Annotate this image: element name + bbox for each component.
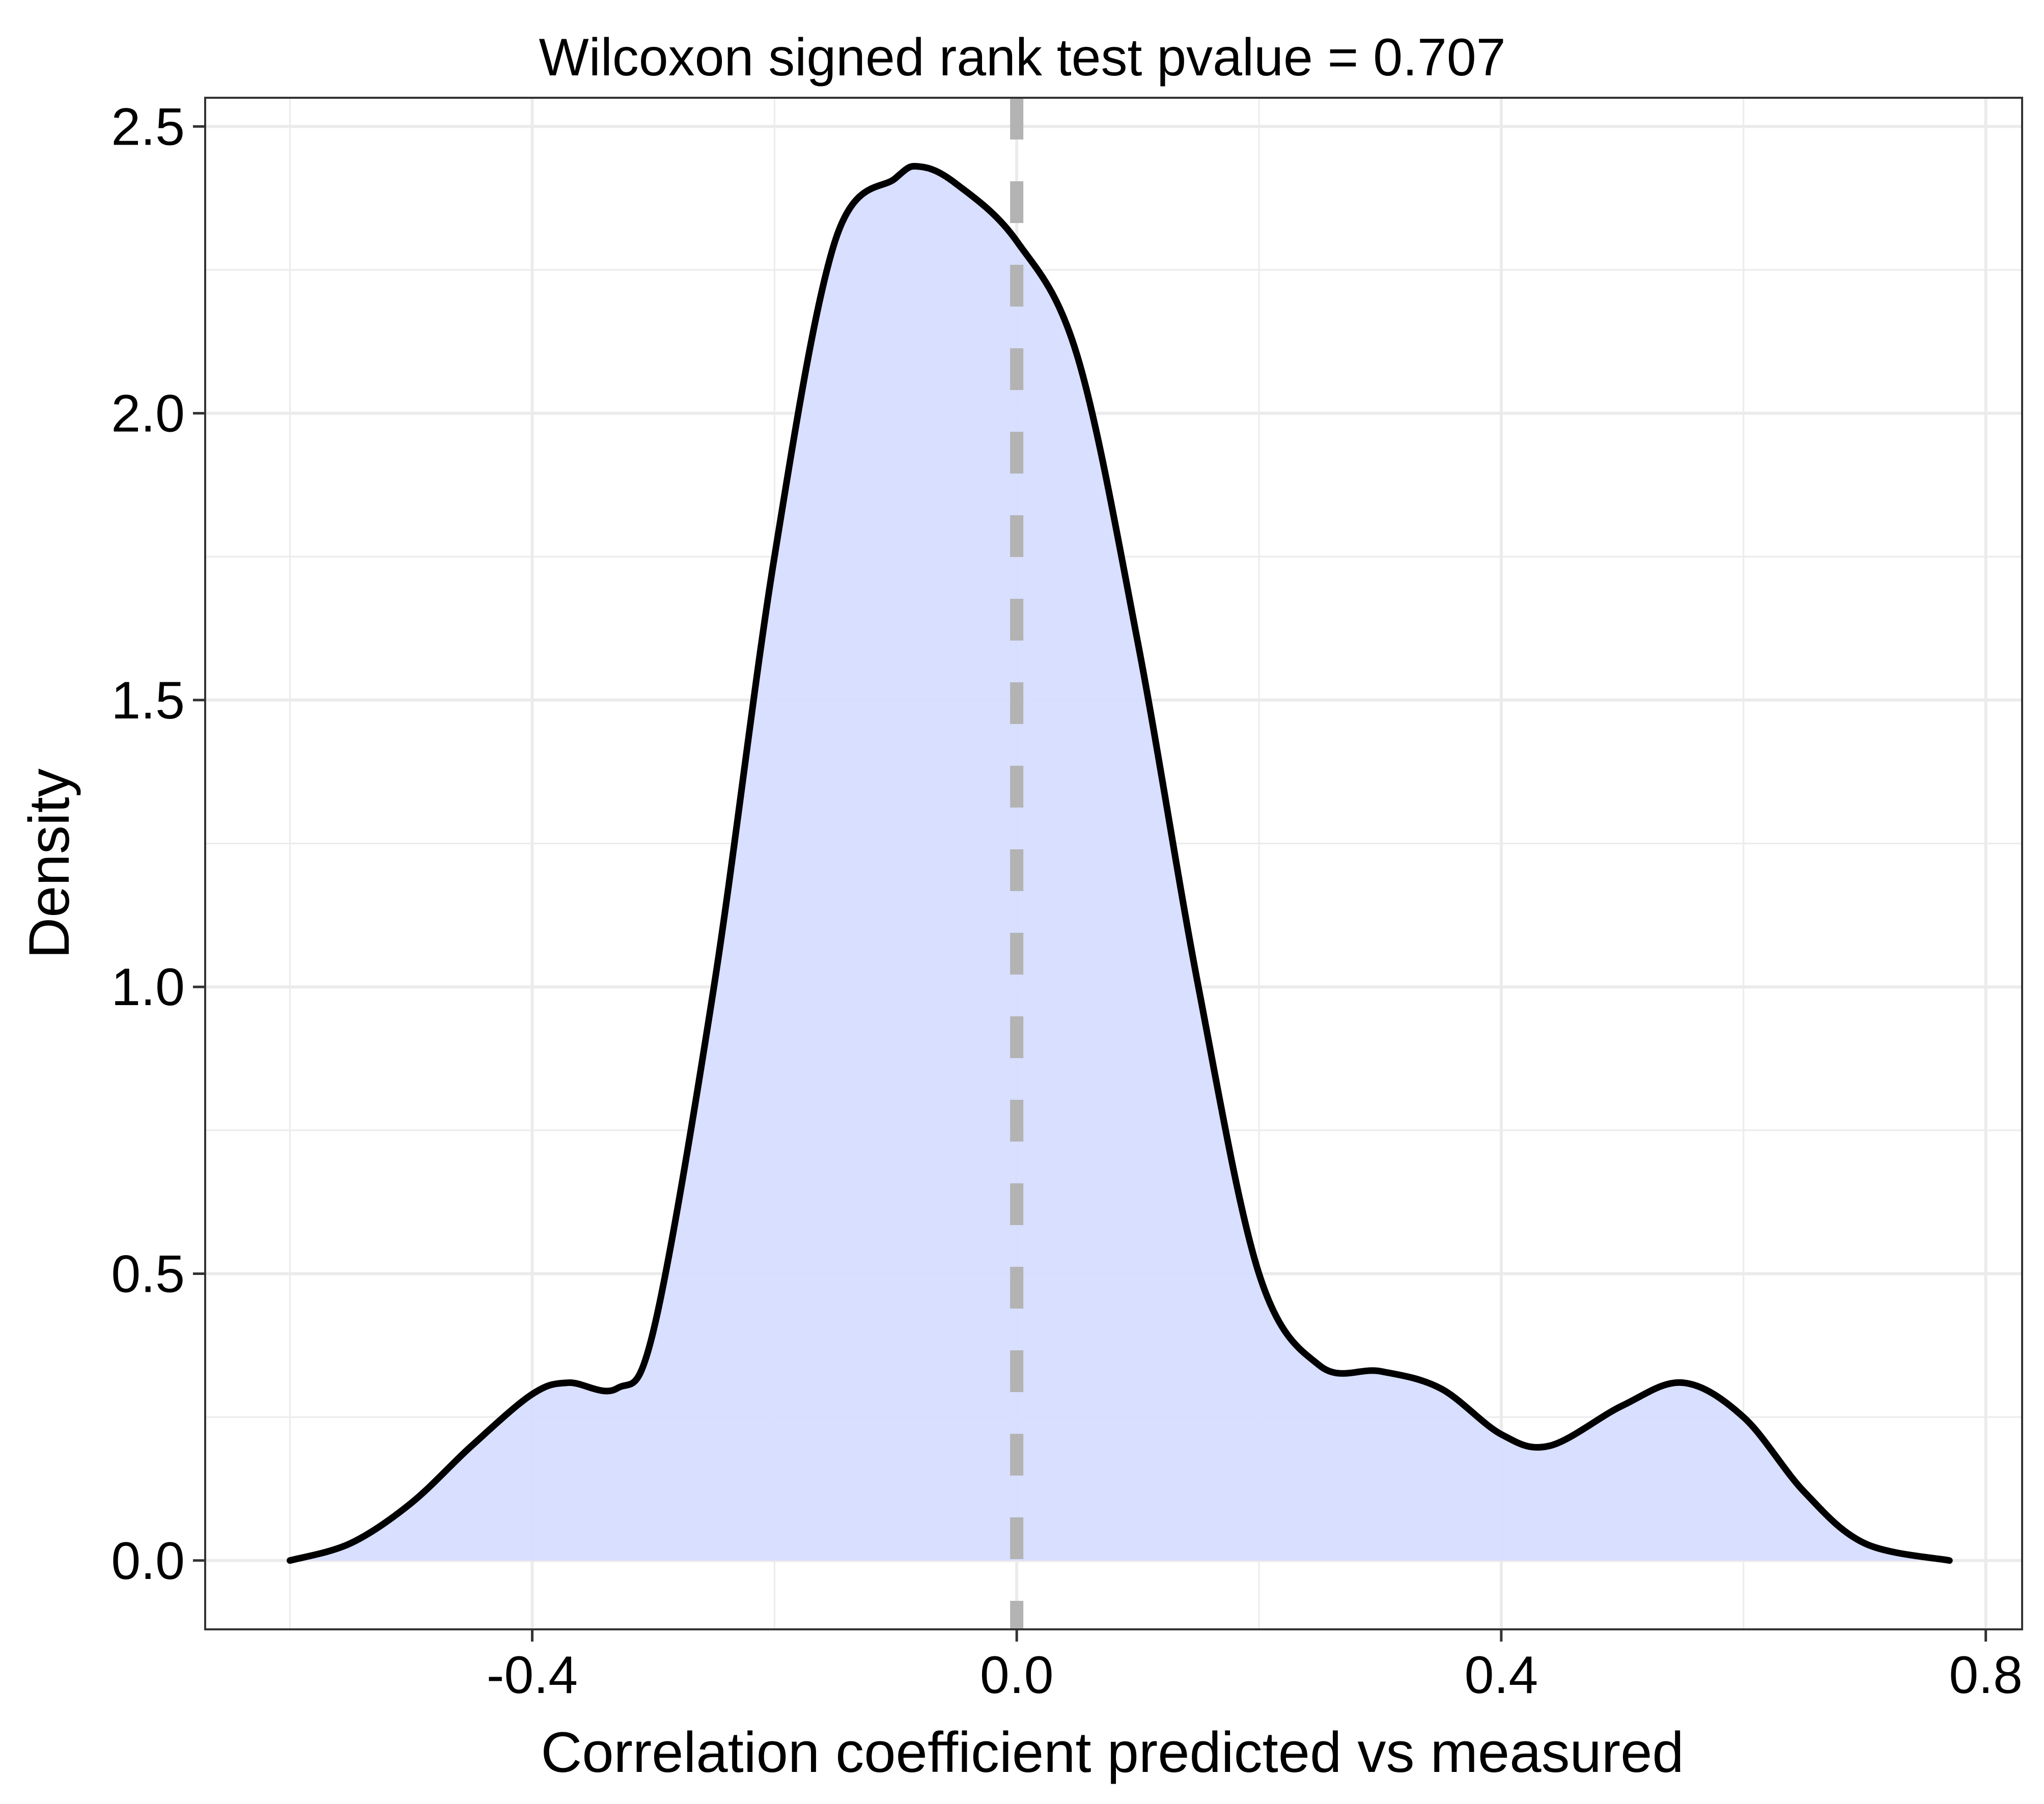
y-tick-label: 1.0 [111, 958, 185, 1017]
y-axis: 0.0 0.5 1.0 1.5 2.0 2.5 [111, 97, 205, 1591]
x-tick-label: 0.4 [1465, 1646, 1538, 1705]
density-area [290, 166, 1950, 1561]
y-tick-label: 2.0 [111, 384, 185, 443]
chart-title: Wilcoxon signed rank test pvalue = 0.707 [539, 28, 1505, 87]
y-tick-label: 1.5 [111, 671, 185, 730]
x-tick-label: 0.0 [980, 1646, 1054, 1705]
x-axis-title: Correlation coefficient predicted vs mea… [541, 1720, 1684, 1784]
x-axis: -0.4 0.0 0.4 0.8 [487, 1629, 2023, 1705]
y-tick-label: 2.5 [111, 97, 185, 156]
plot-panel-border [204, 97, 2023, 1630]
x-tick-label: 0.8 [1949, 1646, 2023, 1705]
y-tick-label: 0.5 [111, 1245, 185, 1304]
y-axis-title: Density [17, 768, 81, 958]
y-tick-label: 0.0 [111, 1532, 185, 1591]
density-curve [287, 162, 1953, 1564]
x-tick-label: -0.4 [487, 1646, 578, 1705]
